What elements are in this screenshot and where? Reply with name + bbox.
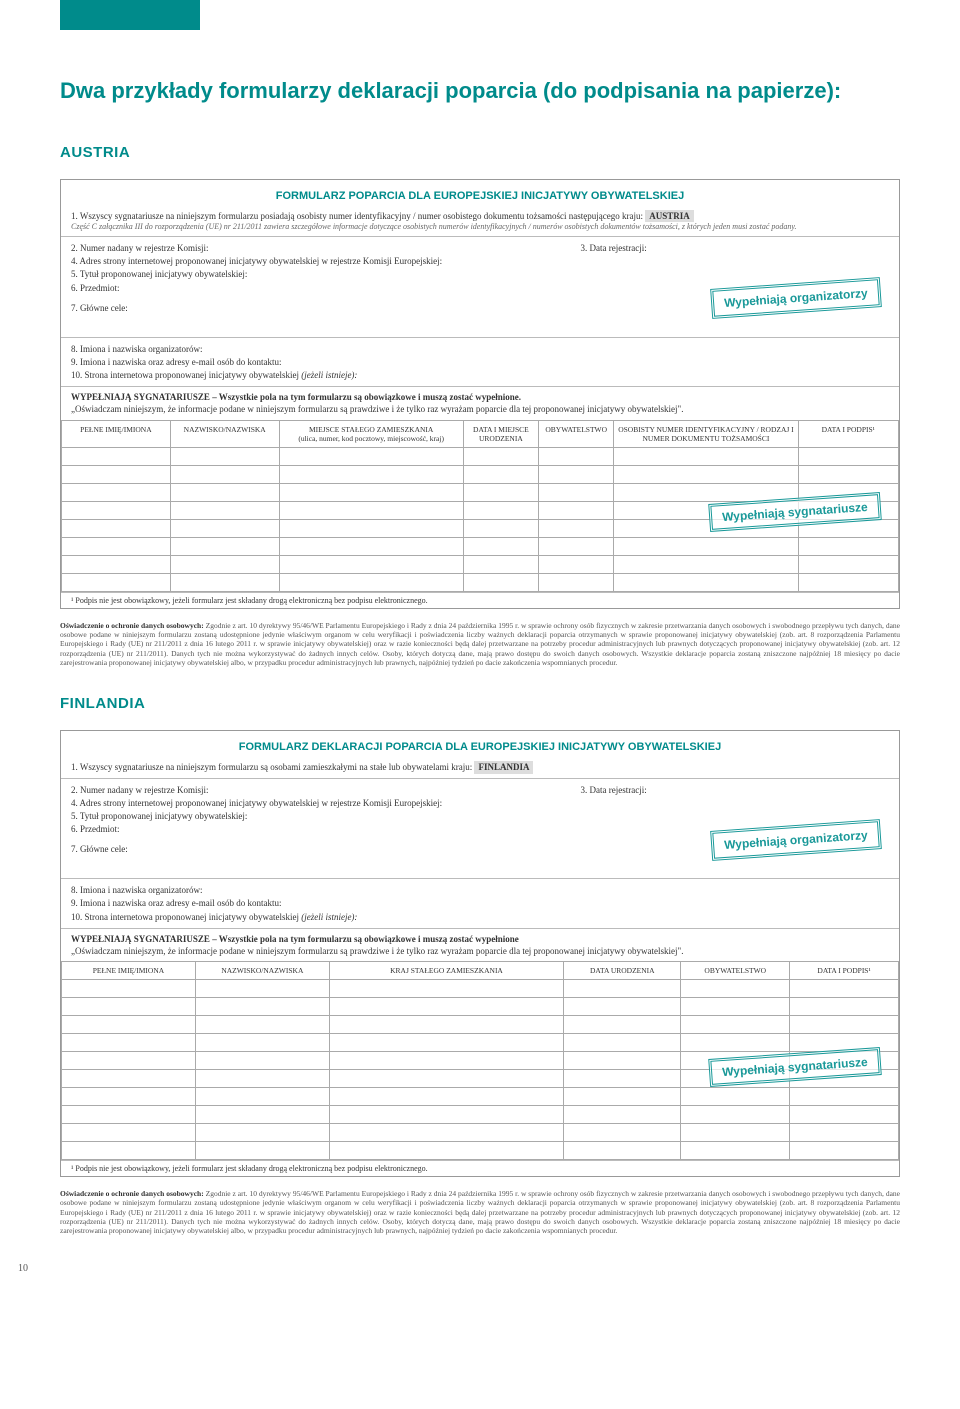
finlandia-footnote: ¹ Podpis nie jest obowiązkowy, jeżeli fo… [61,1160,899,1176]
austria-th5: OBYWATEL­STWO [539,420,614,447]
table-row [62,1123,899,1141]
austria-table-wrap: PEŁNE IMIĘ/IMIONA NAZWISKO/NAZWISKA MIEJ… [61,420,899,592]
austria-form: FORMULARZ POPARCIA DLA EUROPEJSKIEJ INIC… [60,179,900,609]
page-content: Dwa przykłady formularzy deklaracji popa… [0,30,960,1284]
finlandia-sect-1: 1. Wszyscy sygnatariusze na niniejszym f… [61,761,899,777]
austria-fill-instr: WYPEŁNIAJĄ SYGNATARIUSZE – Wszystkie pol… [61,386,899,419]
finlandia-th6: DATA I PODPIS¹ [790,961,899,979]
finlandia-heading: FINLANDIA [60,695,900,712]
austria-sect-2-7: 2. Numer nadany w rejestrze Komisji: 3. … [61,236,899,337]
finlandia-fill-instr: WYPEŁNIAJĄ SYGNATARIUSZE – Wszystkie pol… [61,928,899,961]
finlandia-l5: 5. Tytuł proponowanej inicjatywy obywate… [71,810,889,822]
top-color-bar [60,0,200,30]
austria-l5: 5. Tytuł proponowanej inicjatywy obywate… [71,268,889,280]
finlandia-form: FORMULARZ DEKLARACJI POPARCIA DLA EUROPE… [60,730,900,1177]
finlandia-th1: PEŁNE IMIĘ/IMIONA [62,961,196,979]
finlandia-l2: 2. Numer nadany w rejestrze Komisji: [71,785,208,795]
austria-th4: DATA I MIEJSCE URODZENIA [463,420,538,447]
finlandia-disclaimer: Oświadczenie o ochronie danych osobowych… [60,1189,900,1236]
austria-heading: AUSTRIA [60,144,900,161]
table-row [62,573,899,591]
austria-l10b: (jeżeli istnieje): [301,370,357,380]
finlandia-th3: KRAJ STAŁEGO ZAMIESZKANIA [329,961,563,979]
austria-l10a: 10. Strona internetowa proponowanej inic… [71,370,301,380]
austria-sect-1: 1. Wszyscy sygnatariusze na niniejszym f… [61,210,899,236]
table-row [62,1141,899,1159]
finlandia-fill-head: WYPEŁNIAJĄ SYGNATARIUSZE – Wszystkie pol… [71,933,889,945]
table-row [62,979,899,997]
finlandia-th4: DATA URODZENIA [564,961,681,979]
austria-fill-head: WYPEŁNIAJĄ SYGNATARIUSZE – Wszystkie pol… [71,391,889,403]
table-row [62,1033,899,1051]
austria-th1: PEŁNE IMIĘ/IMIONA [62,420,171,447]
austria-th3: MIEJSCE STAŁEGO ZAMIESZKANIA(ulica, nume… [279,420,463,447]
finlandia-form-title: FORMULARZ DEKLARACJI POPARCIA DLA EUROPE… [61,731,899,761]
table-row [62,447,899,465]
finlandia-sect-2-7: 2. Numer nadany w rejestrze Komisji: 3. … [61,778,899,879]
austria-l8: 8. Imiona i nazwiska organizatorów: [71,343,889,355]
finlandia-sect-8-10: 8. Imiona i nazwiska organizatorów: 9. I… [61,878,899,927]
finlandia-line1: 1. Wszyscy sygnatariusze na niniejszym f… [71,762,472,772]
austria-disclaimer: Oświadczenie o ochronie danych osobowych… [60,621,900,668]
finlandia-fill-body: „Oświadczam niniejszym, że informacje po… [71,945,889,957]
austria-th6: OSOBISTY NUMER IDENTYFIKACYJNY / RODZAJ … [614,420,798,447]
austria-th2: NAZWISKO/NAZWISKA [170,420,279,447]
table-row [62,465,899,483]
finlandia-table-wrap: PEŁNE IMIĘ/IMIONA NAZWISKO/NAZWISKA KRAJ… [61,961,899,1160]
austria-th7: DATA I PODPIS¹ [798,420,899,447]
finlandia-l10a: 10. Strona internetowa proponowanej inic… [71,912,301,922]
austria-country-tag: AUSTRIA [645,210,694,222]
page-number: 10 [18,1263,28,1274]
austria-line1-note: Część C załącznika III do rozporządzenia… [71,222,889,232]
finlandia-th2: NAZWISKO/NAZWISKA [195,961,329,979]
finlandia-l4: 4. Adres strony internetowej proponowane… [71,797,889,809]
table-row [62,483,899,501]
page-title: Dwa przykłady formularzy deklaracji popa… [60,78,900,104]
austria-l4: 4. Adres strony internetowej proponowane… [71,255,889,267]
table-row [62,537,899,555]
austria-fill-body: „Oświadczam niniejszym, że informacje po… [71,403,889,415]
finlandia-l8: 8. Imiona i nazwiska organizatorów: [71,884,889,896]
austria-line1: 1. Wszyscy sygnatariusze na niniejszym f… [71,211,643,221]
austria-sect-8-10: 8. Imiona i nazwiska organizatorów: 9. I… [61,337,899,386]
finlandia-l10b: (jeżeli istnieje): [301,912,357,922]
austria-l9: 9. Imiona i nazwiska oraz adresy e-mail … [71,356,889,368]
finlandia-th5: OBYWATELSTWO [681,961,790,979]
austria-l2: 2. Numer nadany w rejestrze Komisji: [71,243,208,253]
table-row [62,1015,899,1033]
table-row [62,1087,899,1105]
table-row [62,555,899,573]
austria-footnote: ¹ Podpis nie jest obowiązkowy, jeżeli fo… [61,592,899,608]
austria-form-title: FORMULARZ POPARCIA DLA EUROPEJSKIEJ INIC… [61,180,899,210]
finlandia-l9: 9. Imiona i nazwiska oraz adresy e-mail … [71,897,889,909]
finlandia-country-tag: FINLANDIA [474,761,533,773]
table-row [62,1105,899,1123]
finlandia-l3: 3. Data rejestracji: [581,784,647,796]
table-row [62,997,899,1015]
austria-l3: 3. Data rejestracji: [581,242,647,254]
